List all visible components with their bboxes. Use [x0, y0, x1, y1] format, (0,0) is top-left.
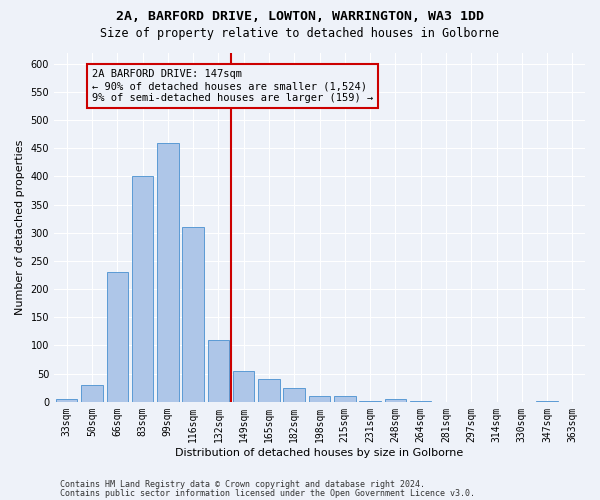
Bar: [157, 142, 179, 402]
Bar: [182, 227, 204, 402]
Text: 2A, BARFORD DRIVE, LOWTON, WARRINGTON, WA3 1DD: 2A, BARFORD DRIVE, LOWTON, WARRINGTON, W…: [116, 10, 484, 23]
Bar: [258, 380, 280, 402]
Bar: [283, 388, 305, 402]
Bar: [56, 399, 77, 402]
Bar: [536, 400, 558, 402]
Bar: [132, 176, 153, 402]
Bar: [385, 399, 406, 402]
Text: Size of property relative to detached houses in Golborne: Size of property relative to detached ho…: [101, 28, 499, 40]
X-axis label: Distribution of detached houses by size in Golborne: Distribution of detached houses by size …: [175, 448, 464, 458]
Bar: [309, 396, 330, 402]
Bar: [233, 371, 254, 402]
Bar: [107, 272, 128, 402]
Text: 2A BARFORD DRIVE: 147sqm
← 90% of detached houses are smaller (1,524)
9% of semi: 2A BARFORD DRIVE: 147sqm ← 90% of detach…: [92, 70, 373, 102]
Bar: [81, 385, 103, 402]
Bar: [334, 396, 356, 402]
Bar: [208, 340, 229, 402]
Y-axis label: Number of detached properties: Number of detached properties: [15, 140, 25, 315]
Bar: [359, 400, 381, 402]
Text: Contains public sector information licensed under the Open Government Licence v3: Contains public sector information licen…: [60, 488, 475, 498]
Text: Contains HM Land Registry data © Crown copyright and database right 2024.: Contains HM Land Registry data © Crown c…: [60, 480, 425, 489]
